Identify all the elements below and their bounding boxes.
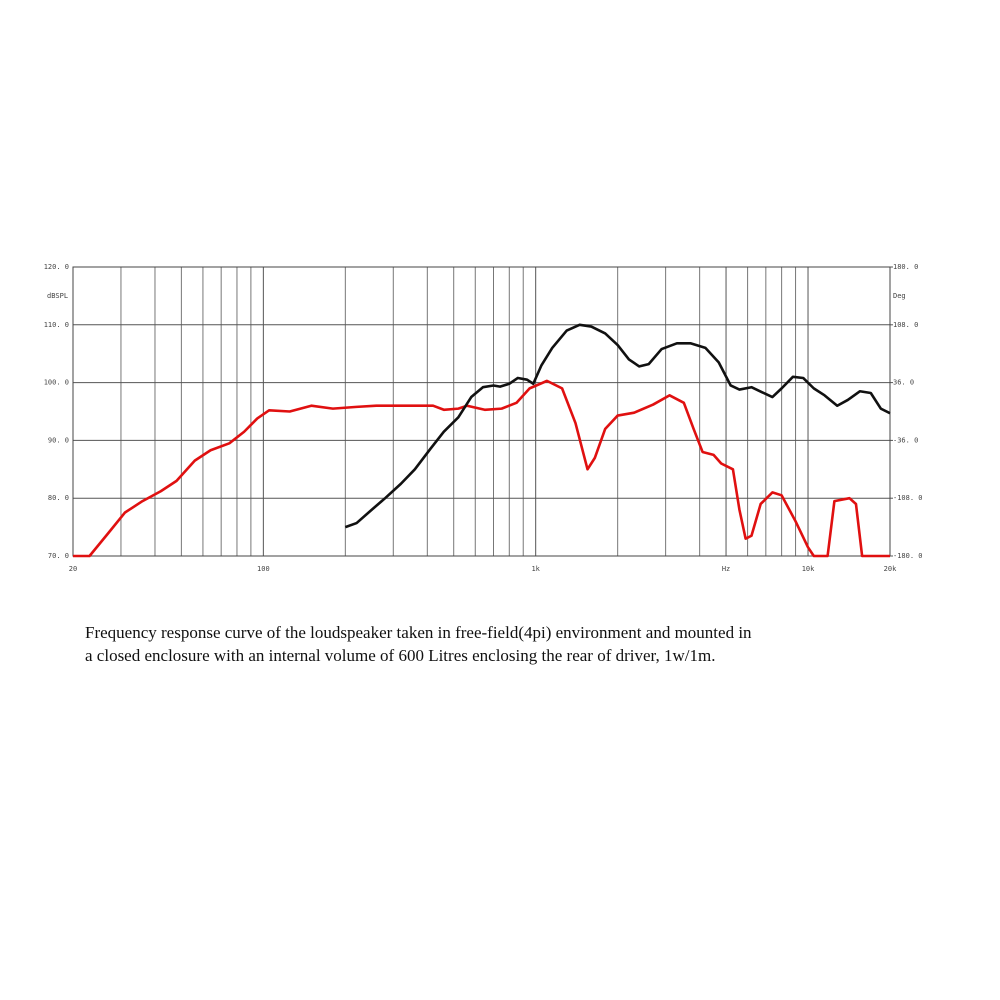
x-tick-label: 100 [257, 565, 270, 573]
x-tick-label: 10k [802, 565, 815, 573]
y2-tick-label: 180. 0 [893, 263, 918, 271]
y-tick-label: 100. 0 [44, 379, 69, 387]
y-tick-label: 90. 0 [48, 436, 69, 444]
caption-line: Frequency response curve of the loudspea… [85, 623, 752, 642]
y2-tick-label: -108. 0 [893, 494, 923, 502]
response-curve [73, 379, 890, 558]
y-tick-label: 80. 0 [48, 494, 69, 502]
x-tick-label: 20k [884, 565, 897, 573]
x-tick-label: Hz [722, 565, 730, 573]
y-tick-label: 110. 0 [44, 321, 69, 329]
y2-axis-title: Deg [893, 292, 906, 300]
y2-tick-label: 108. 0 [893, 321, 918, 329]
caption-line: a closed enclosure with an internal volu… [85, 646, 716, 665]
y-tick-label: 120. 0 [44, 263, 69, 271]
y2-tick-label: 36. 0 [893, 379, 914, 387]
plot-frame [72, 266, 891, 557]
y2-tick-label: -180. 0 [893, 552, 923, 560]
response-curve [344, 323, 891, 529]
y2-tick-label: -36. 0 [893, 436, 918, 444]
y-axis-title: dBSPL [47, 292, 68, 300]
x-tick-label: 20 [69, 565, 77, 573]
y-tick-label: 70. 0 [48, 552, 69, 560]
x-tick-label: 1k [531, 565, 540, 573]
